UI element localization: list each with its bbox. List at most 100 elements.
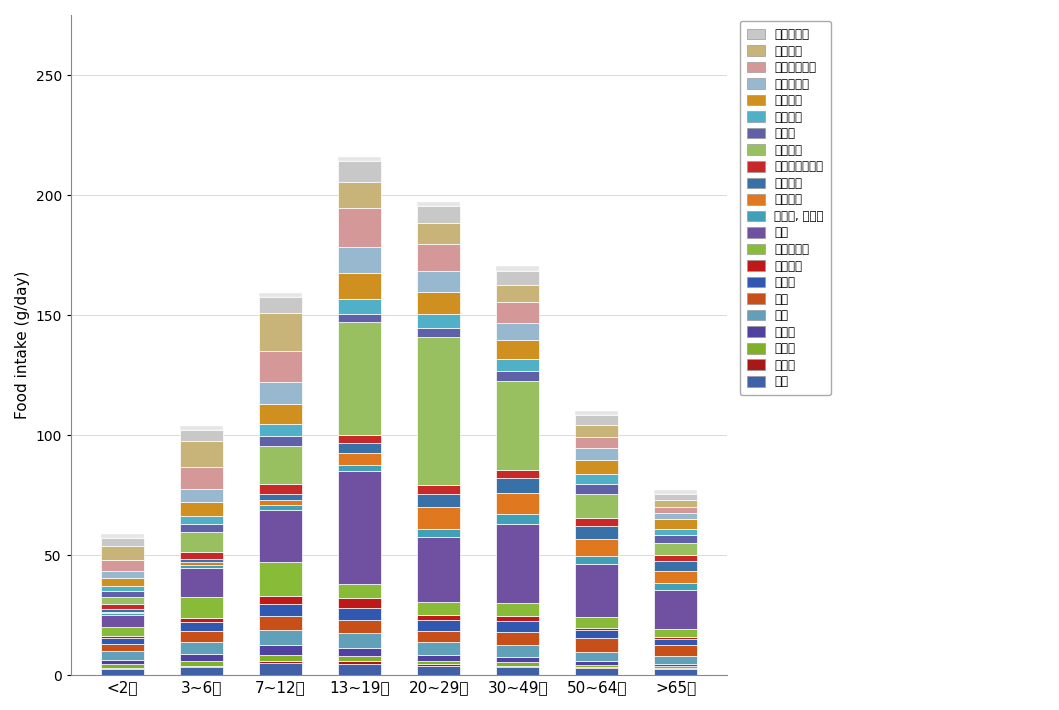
Bar xyxy=(101,545,144,560)
Bar xyxy=(180,559,223,562)
Bar xyxy=(496,271,539,285)
Bar xyxy=(101,613,144,615)
Bar xyxy=(180,623,223,630)
Bar xyxy=(338,246,381,273)
Bar xyxy=(101,644,144,651)
Bar xyxy=(654,664,698,667)
Bar xyxy=(101,597,144,604)
Bar xyxy=(417,661,461,665)
Bar xyxy=(338,661,381,665)
Bar xyxy=(417,314,461,328)
Bar xyxy=(338,599,381,608)
Bar xyxy=(417,271,461,293)
Bar xyxy=(180,653,223,661)
Bar xyxy=(258,446,302,484)
Bar xyxy=(654,519,698,529)
Bar xyxy=(101,534,144,538)
Bar xyxy=(496,470,539,479)
Bar xyxy=(338,182,381,208)
Bar xyxy=(180,467,223,489)
Bar xyxy=(101,560,144,571)
Bar xyxy=(338,620,381,633)
Bar xyxy=(417,537,461,602)
Bar xyxy=(575,668,618,675)
Bar xyxy=(338,208,381,246)
Bar xyxy=(575,437,618,447)
Bar xyxy=(338,633,381,648)
Bar xyxy=(417,507,461,529)
Bar xyxy=(654,628,698,637)
Bar xyxy=(180,426,223,430)
Bar xyxy=(101,668,144,669)
Bar xyxy=(654,669,698,675)
Bar xyxy=(496,524,539,603)
Bar xyxy=(180,515,223,524)
Bar xyxy=(417,642,461,655)
Bar xyxy=(575,411,618,415)
Bar xyxy=(417,655,461,661)
Bar xyxy=(496,657,539,662)
Bar xyxy=(496,381,539,470)
Bar xyxy=(258,663,302,675)
Bar xyxy=(496,285,539,302)
Bar xyxy=(417,223,461,244)
Bar xyxy=(258,494,302,500)
Bar xyxy=(101,586,144,591)
Bar xyxy=(575,556,618,564)
Bar xyxy=(417,602,461,615)
Bar xyxy=(417,337,461,486)
Bar xyxy=(417,630,461,642)
Bar xyxy=(258,661,302,663)
Bar xyxy=(338,435,381,444)
Bar xyxy=(654,668,698,669)
Bar xyxy=(258,562,302,596)
Bar xyxy=(496,340,539,359)
Bar xyxy=(338,300,381,314)
Bar xyxy=(654,513,698,519)
Bar xyxy=(180,441,223,467)
Bar xyxy=(496,645,539,657)
Bar xyxy=(258,604,302,616)
Bar xyxy=(258,425,302,436)
Bar xyxy=(258,645,302,655)
Bar xyxy=(180,630,223,642)
Bar xyxy=(575,564,618,617)
Bar xyxy=(101,665,144,668)
Bar xyxy=(258,616,302,630)
Bar xyxy=(417,615,461,620)
Bar xyxy=(417,529,461,537)
Bar xyxy=(575,459,618,474)
Bar xyxy=(654,562,698,571)
Bar xyxy=(496,371,539,381)
Bar xyxy=(575,518,618,525)
Bar xyxy=(338,465,381,471)
Bar xyxy=(575,638,618,652)
Bar xyxy=(496,514,539,524)
Bar xyxy=(338,584,381,599)
Bar xyxy=(575,425,618,437)
Bar xyxy=(258,297,302,312)
Bar xyxy=(654,490,698,494)
Bar xyxy=(258,596,302,604)
Bar xyxy=(654,500,698,508)
Bar xyxy=(180,642,223,653)
Bar xyxy=(654,583,698,590)
Bar xyxy=(101,538,144,545)
Bar xyxy=(575,617,618,628)
Bar xyxy=(417,328,461,337)
Bar xyxy=(338,444,381,453)
Bar xyxy=(258,404,302,425)
Bar xyxy=(496,493,539,514)
Bar xyxy=(101,669,144,675)
Bar xyxy=(496,662,539,665)
Bar xyxy=(417,202,461,206)
Bar xyxy=(654,645,698,656)
Bar xyxy=(101,604,144,609)
Bar xyxy=(496,616,539,621)
Bar xyxy=(258,484,302,494)
Bar xyxy=(180,564,223,568)
Y-axis label: Food intake (g/day): Food intake (g/day) xyxy=(15,271,30,420)
Bar xyxy=(338,471,381,584)
Bar xyxy=(258,312,302,351)
Bar xyxy=(101,609,144,611)
